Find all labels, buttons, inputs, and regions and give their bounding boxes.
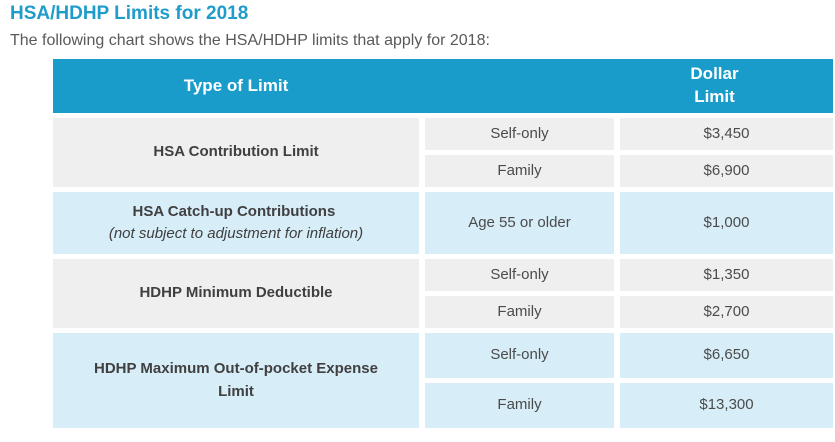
amount-cell: $1,350 xyxy=(620,259,833,292)
tier-cell: Family xyxy=(425,155,614,188)
header-type-of-limit: Type of Limit xyxy=(183,75,289,95)
group-label-text: HSA Contribution Limit xyxy=(153,143,319,161)
group-label-hdhp-maximum-out-of-pocket: HDHP Maximum Out-of-pocket Expense Limit xyxy=(53,333,419,429)
tier-cell: Self-only xyxy=(425,259,614,292)
limits-table: Type of Limit Dollar Limit HSA Contribut… xyxy=(53,59,833,429)
page-title: HSA/HDHP Limits for 2018 xyxy=(10,3,249,24)
header-dollar-limit: Dollar Limit xyxy=(608,59,821,113)
header-spacer xyxy=(419,59,608,113)
table-header-row: Type of Limit Dollar Limit xyxy=(53,59,833,114)
amount-cell: $13,300 xyxy=(620,383,833,429)
tier-cell: Age 55 or older xyxy=(425,192,614,255)
tier-cell: Self-only xyxy=(425,333,614,379)
group-label-hsa-contribution-limit: HSA Contribution Limit xyxy=(53,118,419,188)
tier-cell: Self-only xyxy=(425,118,614,151)
tier-cell: Family xyxy=(425,383,614,429)
page-subtitle: The following chart shows the HSA/HDHP l… xyxy=(10,31,490,49)
group-label-hdhp-minimum-deductible: HDHP Minimum Deductible xyxy=(53,259,419,329)
group-label-hsa-catch-up-contributions: HSA Catch-up Contributions (not subject … xyxy=(53,192,419,255)
group-label-text: HDHP Minimum Deductible xyxy=(139,284,333,302)
tier-cell: Family xyxy=(425,296,614,329)
document-page: HSA/HDHP Limits for 2018 The following c… xyxy=(0,3,835,442)
group-label-note: (not subject to adjustment for inflation… xyxy=(108,225,364,243)
amount-cell: $1,000 xyxy=(620,192,833,255)
amount-cell: $6,650 xyxy=(620,333,833,379)
amount-cell: $2,700 xyxy=(620,296,833,329)
header-dollar-limit-label: Dollar Limit xyxy=(690,64,739,107)
amount-cell: $6,900 xyxy=(620,155,833,188)
amount-cell: $3,450 xyxy=(620,118,833,151)
table-body: HSA Contribution Limit Self-only $3,450 … xyxy=(53,118,833,429)
group-label-text: HDHP Maximum Out-of-pocket Expense Limit xyxy=(94,360,378,400)
group-label-text: HSA Catch-up Contributions xyxy=(132,202,336,220)
